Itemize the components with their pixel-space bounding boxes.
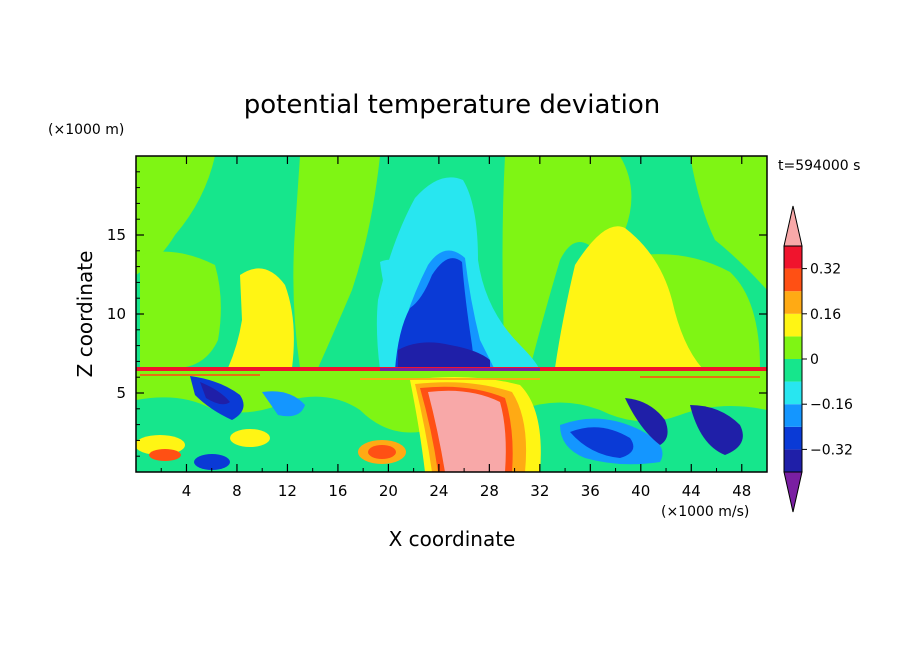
colorbar-segment (784, 426, 802, 450)
colorbar-segment (784, 449, 802, 472)
colorbar-segment (784, 404, 802, 427)
colorbar-tick-label: 0.16 (810, 307, 841, 323)
colorbar-segment (784, 381, 802, 405)
x-tick-label: 28 (480, 482, 499, 500)
colorbar-upper-extend (783, 205, 803, 247)
chart-title: potential temperature deviation (244, 90, 660, 120)
field-darkblue-base (398, 342, 490, 372)
field-lightgreen-center-right (502, 156, 632, 368)
x-tick-label: 32 (530, 482, 549, 500)
field-plume-pink (428, 390, 506, 472)
field-lower-red-1 (149, 449, 181, 461)
colorbar-tick-label: −0.32 (810, 442, 853, 458)
field-yellow-right (555, 226, 702, 368)
x-unit-label: (×1000 m/s) (661, 504, 749, 520)
colorbar-segment (784, 336, 802, 359)
y-tick-label: 15 (107, 226, 126, 244)
x-tick-label: 48 (732, 482, 751, 500)
x-tick-label: 40 (631, 482, 650, 500)
field-interface-purple (380, 368, 540, 371)
field-lower-midblue-1 (262, 391, 305, 417)
colorbar-segment (784, 268, 802, 292)
field-lightgreen-left-lower (140, 251, 221, 368)
field-lightgreen-upper-left (136, 156, 215, 275)
field-lower-darkblue-2 (625, 398, 668, 445)
x-tick-label: 8 (232, 482, 242, 500)
field-lower-blue-2 (194, 454, 230, 470)
field-cyan-side (380, 259, 406, 318)
y-tick-label: 10 (107, 305, 126, 323)
field-striation-1 (140, 374, 260, 376)
x-tick-label: 16 (328, 482, 347, 500)
field-lightgreen-upper-right (690, 156, 767, 290)
x-axis-label: X coordinate (389, 527, 516, 551)
colorbar-tick-label: −0.16 (810, 397, 853, 413)
colorbar-segment (784, 291, 802, 314)
x-tick-label: 36 (581, 482, 600, 500)
x-tick-label: 12 (278, 482, 297, 500)
x-tick-label: 20 (379, 482, 398, 500)
field-lightgreen-right-lower (640, 254, 760, 368)
x-tick-label: 24 (429, 482, 448, 500)
colorbar-segment (784, 246, 802, 269)
field-lower-red-2 (368, 445, 396, 459)
colorbar-tick-label: 0.32 (810, 262, 841, 278)
field-lower-yellow-2 (230, 429, 270, 447)
field-blue-column (395, 258, 475, 370)
y-unit-label: (×1000 m) (48, 122, 124, 138)
y-axis-ticks: 5 10 15 (107, 171, 767, 457)
colorbar-lower-extend (783, 471, 803, 513)
x-tick-label: 4 (182, 482, 192, 500)
y-tick-label: 5 (116, 384, 126, 402)
field-lower-green-left (136, 396, 430, 472)
colorbar-segment (784, 359, 802, 382)
field-lower-darkblue-1 (200, 382, 230, 405)
y-axis-label: Z coordinate (73, 251, 97, 378)
field-striation-2 (640, 376, 760, 378)
x-axis-ticks: 4 8 12 16 20 24 28 32 36 40 44 48 (160, 156, 751, 500)
field-striation-3 (360, 378, 540, 380)
field-lightgreen-center-left (293, 156, 380, 368)
time-label: t=594000 s (778, 158, 860, 174)
colorbar: 0.32 0.16 0 −0.16 −0.32 (783, 205, 853, 513)
x-tick-label: 44 (682, 482, 701, 500)
colorbar-tick-label: 0 (810, 352, 819, 368)
contour-field (136, 156, 767, 472)
field-lower-blue-3 (570, 427, 634, 458)
field-yellow-left (228, 268, 294, 368)
field-lower-darkblue-3 (690, 405, 743, 455)
colorbar-segment (784, 313, 802, 337)
